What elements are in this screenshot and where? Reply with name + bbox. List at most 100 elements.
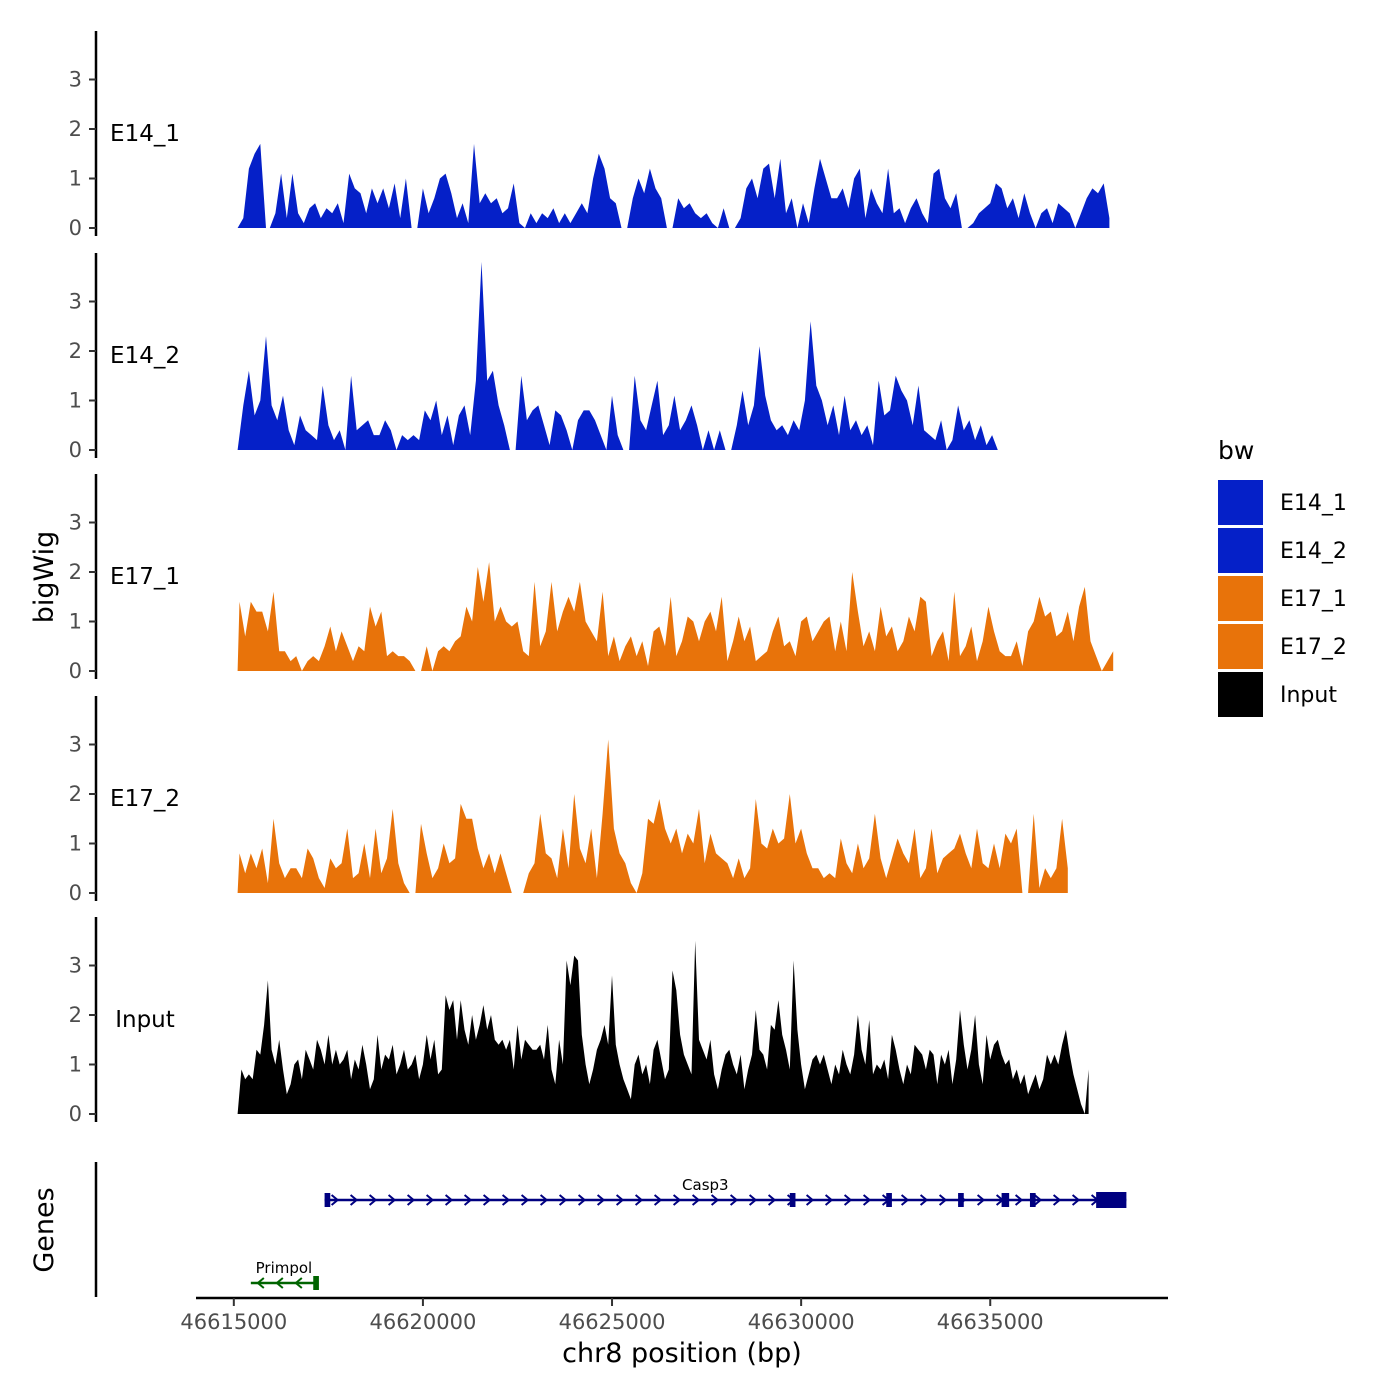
y-tick-label: 3 (69, 954, 82, 978)
strand-chevron (748, 1194, 758, 1206)
track-label: E17_1 (110, 564, 180, 590)
strand-chevron (843, 1194, 853, 1206)
legend-swatch (1218, 672, 1263, 717)
track-panel-e17-2: 0 1 2 3 E17_2 (69, 696, 1068, 905)
strand-chevron (368, 1194, 378, 1206)
genes-track: Casp3 Primpol (94, 1162, 1127, 1297)
coverage-area-e14-2 (237, 261, 998, 450)
strand-chevron (824, 1194, 834, 1206)
strand-chevron (1033, 1194, 1043, 1206)
coverage-area-e17-1 (237, 562, 1114, 671)
strand-chevron (634, 1194, 644, 1206)
strand-chevron (938, 1194, 948, 1206)
strand-chevron (349, 1194, 359, 1206)
strand-chevron (539, 1194, 549, 1206)
track-label: E14_2 (110, 343, 180, 369)
strand-chevron (653, 1194, 663, 1206)
strand-chevron (275, 1277, 284, 1289)
strand-chevron (482, 1194, 492, 1206)
strand-chevron (558, 1194, 568, 1206)
y-tick-label: 3 (69, 68, 82, 92)
x-tick-label: 46620000 (369, 1310, 476, 1334)
strand-chevron (256, 1277, 265, 1289)
strand-chevron (672, 1194, 682, 1206)
gene-casp3: Casp3 (324, 1176, 1127, 1208)
strand-chevron (387, 1194, 397, 1206)
strand-chevron (425, 1194, 435, 1206)
strand-chevron (330, 1194, 340, 1206)
y-tick-label: 1 (69, 1053, 82, 1077)
strand-chevron (1052, 1194, 1062, 1206)
strand-chevron (900, 1194, 910, 1206)
legend-swatch (1218, 528, 1263, 573)
track-panels: 0 1 2 3 E14_1 0 1 2 3 E14_2 0 1 2 3 E17_1 0 1 2 3 E17_2 0 1 2 3… (69, 31, 1114, 1126)
legend-label: E17_2 (1280, 635, 1347, 660)
y-tick-label: 1 (69, 389, 82, 413)
y-tick-label: 0 (69, 216, 82, 240)
strand-chevron (444, 1194, 454, 1206)
exon-block (958, 1193, 964, 1207)
strand-chevron (615, 1194, 625, 1206)
y-tick-label: 0 (69, 881, 82, 905)
track-panel-e14-1: 0 1 2 3 E14_1 (69, 31, 1110, 240)
genes-axis-title: Genes (29, 1187, 60, 1272)
strand-chevron (406, 1194, 416, 1206)
exon-block (313, 1276, 319, 1290)
exon-block (789, 1193, 796, 1207)
legend-label: Input (1280, 683, 1337, 708)
y-tick-label: 0 (69, 438, 82, 462)
x-tick-label: 46635000 (937, 1310, 1044, 1334)
y-tick-label: 0 (69, 1102, 82, 1126)
legend-label: E17_1 (1280, 587, 1347, 612)
track-label: E14_1 (110, 121, 180, 147)
strand-chevron (1014, 1194, 1024, 1206)
x-tick-label: 46625000 (559, 1310, 666, 1334)
exon-block (886, 1193, 892, 1207)
y-tick-label: 1 (69, 167, 82, 191)
strand-chevron (767, 1194, 777, 1206)
strand-chevron (577, 1194, 587, 1206)
strand-chevron (596, 1194, 606, 1206)
legend-title: bw (1218, 436, 1254, 465)
legend-swatch (1218, 576, 1263, 621)
gene-label: Primpol (256, 1259, 313, 1277)
track-label: Input (115, 1007, 175, 1033)
strand-chevron (862, 1194, 872, 1206)
y-tick-label: 0 (69, 659, 82, 683)
y-tick-label: 2 (69, 782, 82, 806)
gene-label: Casp3 (682, 1176, 729, 1194)
legend-label: E14_2 (1280, 539, 1347, 564)
exon-block (1096, 1192, 1127, 1208)
y-tick-label: 2 (69, 117, 82, 141)
y-axis-title: bigWig (29, 531, 60, 624)
y-tick-label: 2 (69, 339, 82, 363)
y-tick-label: 2 (69, 1003, 82, 1027)
coverage-area-e17-2 (237, 739, 1068, 893)
strand-chevron (520, 1194, 530, 1206)
x-tick-label: 46630000 (748, 1310, 855, 1334)
exon-block (324, 1193, 331, 1207)
exon-block (1001, 1193, 1010, 1207)
coverage-area-input (237, 940, 1089, 1114)
legend-label: E14_1 (1280, 491, 1347, 516)
y-tick-label: 3 (69, 290, 82, 314)
y-tick-label: 2 (69, 560, 82, 584)
x-tick-label: 46615000 (180, 1310, 287, 1334)
strand-chevron (294, 1277, 303, 1289)
legend-swatch (1218, 624, 1263, 669)
strand-chevron (1071, 1194, 1081, 1206)
exon-block (1029, 1193, 1036, 1207)
strand-chevron (710, 1194, 720, 1206)
strand-chevron (919, 1194, 929, 1206)
strand-chevron (729, 1194, 739, 1206)
strand-chevron (805, 1194, 815, 1206)
track-panel-input: 0 1 2 3 Input (69, 917, 1089, 1126)
y-tick-label: 3 (69, 511, 82, 535)
x-axis: 46615000 46620000 46625000 46630000 46635000 (180, 1296, 1168, 1334)
y-tick-label: 1 (69, 610, 82, 634)
legend-swatch (1218, 480, 1263, 525)
strand-chevron (976, 1194, 986, 1206)
strand-chevron (463, 1194, 473, 1206)
track-label: E17_2 (110, 786, 180, 812)
